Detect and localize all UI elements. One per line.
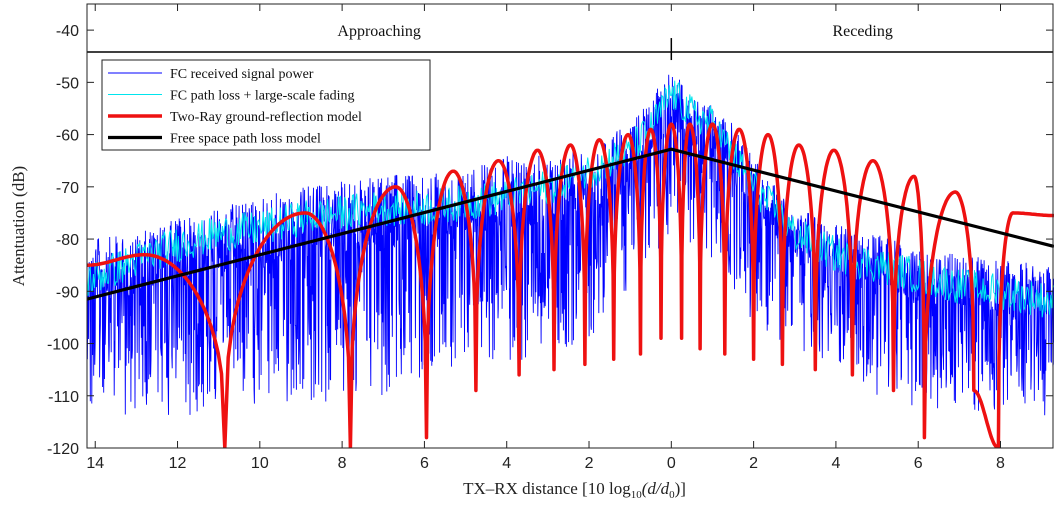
legend-label-received-power: FC received signal power — [170, 67, 314, 82]
x-axis-label: TX–RX distance [10 log10(d/d0)] — [463, 479, 686, 501]
legend-label-free-space: Free space path loss model — [170, 132, 321, 147]
x-axis-label-tail: (d/d — [642, 479, 670, 498]
y-axis-label: Attentuation (dB) — [9, 166, 28, 286]
y-tick-label: -40 — [56, 23, 79, 40]
series-free-space-line — [87, 147, 1054, 301]
y-tick-label: -70 — [56, 180, 79, 197]
tick-layer: -120 -110 -100 -90 -80 -70 -60 -50 -40 14 12 10 8 6 4 2… — [47, 4, 1053, 472]
legend-label-path-loss-fading: FC path loss + large-scale fading — [170, 89, 355, 104]
receding-label: Receding — [832, 23, 892, 40]
series-two-ray-line — [87, 122, 1054, 448]
x-tick-label: 10 — [251, 455, 269, 472]
data-layer — [87, 74, 1054, 448]
x-tick-label: 6 — [914, 455, 923, 472]
x-tick-label: 8 — [996, 455, 1005, 472]
y-tick-label: -100 — [47, 337, 79, 354]
x-tick-label: 2 — [749, 455, 758, 472]
y-tick-label: -110 — [48, 389, 79, 406]
x-tick-label: 12 — [169, 455, 187, 472]
y-tick-label: -120 — [47, 441, 79, 458]
region-layer: Approaching Receding — [87, 23, 1053, 61]
x-tick-label: 14 — [86, 455, 104, 472]
x-tick-label: 4 — [502, 455, 511, 472]
x-axis-label-subscript: 10 — [631, 489, 643, 501]
legend: FC received signal power FC path loss + … — [101, 59, 431, 151]
x-tick-label: 6 — [420, 455, 429, 472]
legend-box — [101, 59, 431, 151]
x-tick-label: 0 — [667, 455, 676, 472]
x-tick-label: 8 — [338, 455, 347, 472]
y-tick-label: -80 — [56, 232, 79, 249]
x-tick-label: 2 — [585, 455, 594, 472]
plot-frame — [86, 3, 1054, 449]
x-axis-label-end: )] — [675, 479, 686, 498]
y-tick-label: -90 — [56, 284, 79, 301]
x-tick-label: 4 — [831, 455, 840, 472]
x-axis-label-subscript-2: 0 — [669, 489, 675, 501]
y-tick-label: -50 — [56, 75, 79, 92]
x-axis-label-main: TX–RX distance [10 log — [463, 479, 631, 498]
approaching-label: Approaching — [337, 23, 421, 40]
legend-label-two-ray: Two-Ray ground-reflection model — [170, 110, 362, 125]
y-tick-label: -60 — [56, 128, 79, 145]
